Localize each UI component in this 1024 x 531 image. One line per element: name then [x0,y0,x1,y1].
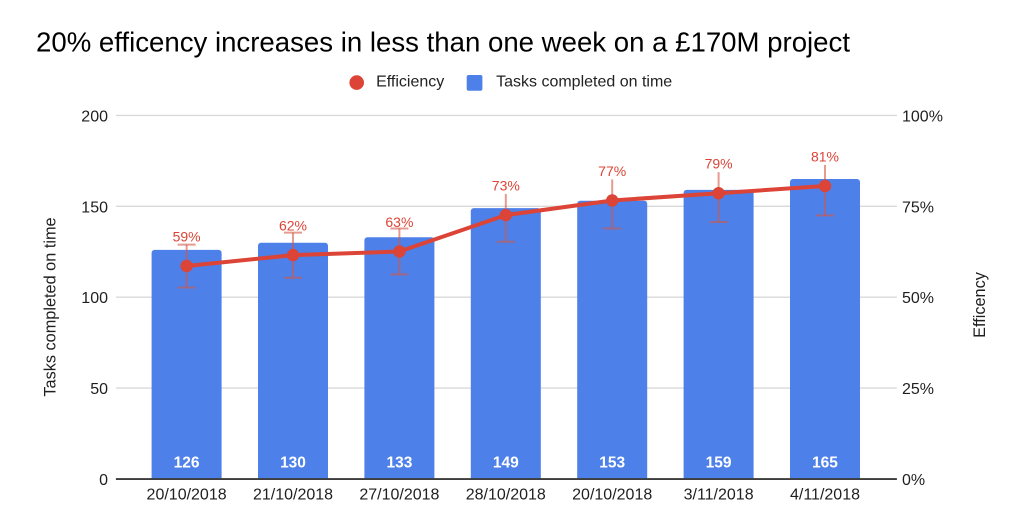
svg-text:3/11/2018: 3/11/2018 [684,487,754,504]
svg-text:50%: 50% [902,290,934,307]
svg-text:59%: 59% [173,228,201,244]
svg-text:126: 126 [174,455,200,472]
svg-text:200: 200 [81,108,108,125]
svg-text:25%: 25% [902,381,934,398]
svg-text:100: 100 [81,290,108,307]
svg-text:75%: 75% [902,199,934,216]
svg-text:100%: 100% [902,108,943,125]
svg-text:77%: 77% [598,163,626,179]
svg-text:4/11/2018: 4/11/2018 [790,487,860,504]
svg-text:20/10/2018: 20/10/2018 [572,487,652,504]
svg-text:0: 0 [99,472,108,489]
svg-text:21/10/2018: 21/10/2018 [253,487,333,504]
svg-text:20/10/2018: 20/10/2018 [147,487,227,504]
svg-text:28/10/2018: 28/10/2018 [466,487,546,504]
svg-text:0%: 0% [902,472,925,489]
svg-text:133: 133 [386,455,412,472]
svg-text:149: 149 [493,455,519,472]
svg-text:20% efficency increases in les: 20% efficency increases in less than one… [36,27,850,58]
svg-text:150: 150 [81,199,108,216]
svg-text:63%: 63% [385,214,413,230]
svg-text:165: 165 [812,455,838,472]
svg-text:153: 153 [599,455,625,472]
svg-text:81%: 81% [811,148,839,164]
svg-text:Tasks completed on time: Tasks completed on time [496,73,672,90]
svg-text:27/10/2018: 27/10/2018 [359,487,439,504]
svg-text:73%: 73% [492,178,520,194]
svg-text:79%: 79% [705,156,733,172]
svg-text:130: 130 [280,455,306,472]
svg-text:Tasks completed on time: Tasks completed on time [42,217,60,396]
svg-text:Efficiency: Efficiency [376,73,444,90]
svg-text:159: 159 [706,455,732,472]
svg-text:Efficency: Efficency [971,271,989,338]
svg-text:62%: 62% [279,218,307,234]
svg-text:50: 50 [90,381,108,398]
